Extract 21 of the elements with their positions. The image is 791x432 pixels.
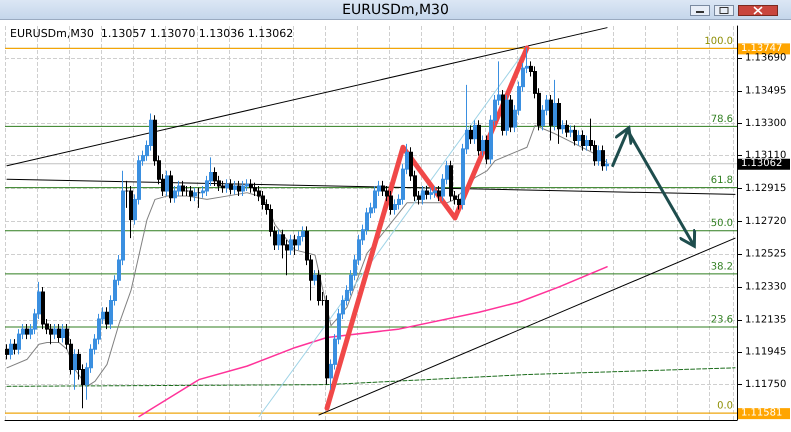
annotation: 61.8 — [710, 175, 733, 186]
y-tick-label: 1.11945 — [745, 346, 786, 358]
y-tick-label: 1.12720 — [745, 216, 786, 227]
annotation: 78.6 — [710, 114, 733, 125]
annotation: EURUSDm,M30 1.13057 1.13070 1.13036 1.13062 — [10, 27, 294, 40]
annotation: 38.2 — [710, 261, 733, 272]
ref-line-label: 1.11581 — [741, 408, 782, 419]
annotation: 100.0 — [704, 36, 733, 47]
y-tick-label: 1.11750 — [745, 379, 786, 390]
y-tick-label: 1.13690 — [745, 52, 786, 64]
chart-title: EURUSDm,M30 — [0, 2, 791, 18]
y-tick-label: 1.12330 — [745, 281, 786, 292]
y-tick-label: 1.13495 — [745, 85, 786, 96]
annotation: 50.0 — [710, 218, 733, 230]
ref-line-label: 1.13747 — [741, 42, 782, 54]
y-tick-label: 1.12525 — [745, 248, 786, 260]
y-tick-label: 1.12135 — [745, 314, 786, 326]
annotation: 0.0 — [717, 400, 733, 412]
annotation: 23.6 — [710, 314, 733, 326]
y-tick-label: 1.12915 — [745, 182, 786, 194]
y-tick-label: 1.13300 — [745, 118, 786, 130]
